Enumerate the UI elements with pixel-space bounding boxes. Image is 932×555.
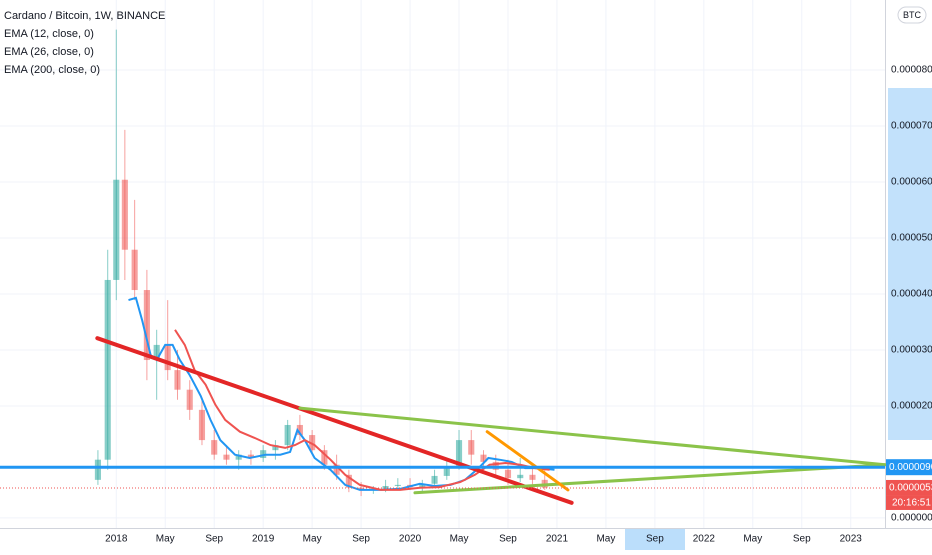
legend-entry[interactable]: EMA (12, close, 0) — [4, 28, 94, 40]
x-tick-label: 2022 — [693, 534, 716, 545]
x-tick-label: 2021 — [546, 534, 569, 545]
y-tick-label: 0.00006000 — [891, 177, 932, 188]
candle-body — [468, 440, 475, 455]
countdown-tag — [886, 495, 932, 510]
candle-body — [131, 249, 138, 291]
candle-body — [198, 409, 206, 441]
legend: Cardano / Bitcoin, 1W, BINANCE EMA (12, … — [4, 10, 165, 76]
x-tick-label: 2018 — [105, 534, 128, 545]
trend-line — [298, 406, 887, 467]
candle-body — [382, 486, 389, 489]
price-tag-label: 0.00000535 — [889, 483, 932, 494]
y-tick-label: 0.00004000 — [891, 289, 932, 300]
y-tick-label: 0.00008000 — [891, 65, 932, 76]
trend-line — [95, 336, 574, 505]
candle-body — [309, 435, 316, 451]
countdown-label: 20:16:51 — [892, 498, 931, 509]
x-tick-label: 2020 — [399, 534, 422, 545]
candle-body — [272, 445, 279, 451]
candle-body — [321, 450, 328, 465]
candle-body — [186, 389, 193, 410]
candle-body — [419, 483, 426, 488]
candle-body — [529, 474, 536, 480]
y-tick-label: 0.00007000 — [891, 121, 932, 132]
candle-body — [504, 469, 512, 479]
y-tick-label: 0.00002000 — [891, 401, 932, 412]
y-tick-label: 0.00000000 — [891, 513, 932, 524]
chart-title: Cardano / Bitcoin, 1W, BINANCE — [4, 10, 165, 22]
x-tick-label: May — [743, 534, 762, 545]
candle-body — [235, 454, 242, 460]
candle-body — [443, 468, 450, 476]
x-tick-label: Sep — [646, 534, 664, 545]
axis-selection — [888, 88, 932, 440]
candle-body — [455, 440, 463, 469]
y-tick-label: 0.00003000 — [891, 345, 932, 356]
x-tick-label: May — [596, 534, 615, 545]
candle-body — [174, 370, 181, 390]
candle-body — [153, 344, 160, 361]
x-tick-label: May — [156, 534, 175, 545]
price-tag — [886, 459, 932, 476]
legend-entry[interactable]: EMA (200, close, 0) — [4, 64, 100, 76]
candle-body — [113, 179, 120, 280]
candle-body — [394, 484, 401, 487]
x-tick-label: Sep — [352, 534, 370, 545]
candle-body — [247, 454, 254, 459]
candle-body — [164, 344, 171, 371]
candle-body — [94, 459, 101, 480]
candle-body — [223, 454, 230, 460]
x-tick-label: 2023 — [840, 534, 863, 545]
candle-body — [431, 475, 438, 484]
candle-body — [345, 474, 352, 488]
currency-label: BTC — [903, 10, 922, 20]
price-tag — [886, 479, 932, 496]
plot-area — [0, 0, 887, 528]
x-tick-label: Sep — [205, 534, 223, 545]
candle-body — [517, 474, 524, 479]
legend-entry[interactable]: EMA (26, close, 0) — [4, 46, 94, 58]
candle-body — [358, 487, 365, 490]
x-tick-label: May — [450, 534, 469, 545]
candle-body — [480, 454, 487, 462]
x-axis-selection — [625, 529, 685, 550]
trend-line — [485, 430, 570, 492]
candle-body — [143, 290, 150, 361]
candle-body — [296, 424, 303, 436]
x-tick-label: Sep — [499, 534, 517, 545]
price-tag-label: 0.00000906 — [889, 462, 932, 473]
candle-body — [104, 279, 111, 460]
candle-body — [333, 464, 340, 475]
x-tick-label: Sep — [793, 534, 811, 545]
candle-body — [284, 424, 291, 446]
trend-line — [413, 463, 887, 495]
x-tick-label: 2019 — [252, 534, 275, 545]
candle-body — [260, 450, 267, 459]
currency-badge[interactable] — [897, 6, 927, 24]
candle-body — [211, 440, 218, 455]
candle-body — [121, 179, 128, 250]
y-tick-label: 0.00005000 — [891, 233, 932, 244]
x-tick-label: May — [303, 534, 322, 545]
